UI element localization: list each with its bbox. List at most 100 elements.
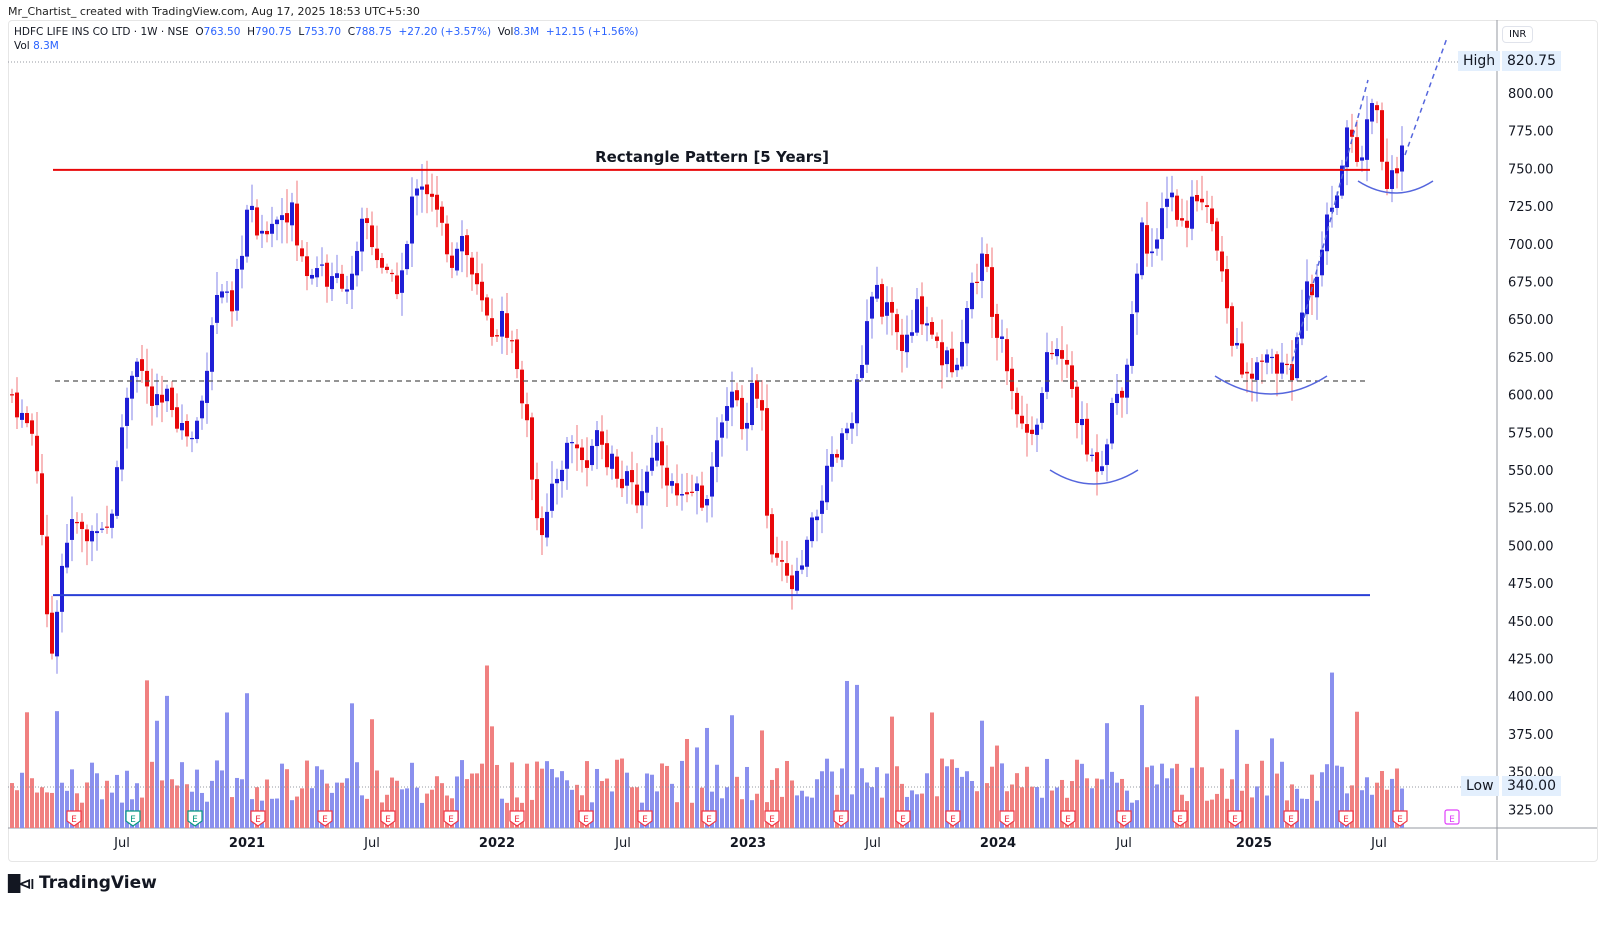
svg-text:E: E <box>1177 815 1183 825</box>
price-tick: 725.00 <box>1508 200 1554 215</box>
price-tick: 525.00 <box>1508 502 1554 517</box>
earnings-e-icon[interactable]: E <box>443 810 459 827</box>
earnings-e-icon[interactable]: E <box>999 810 1015 827</box>
svg-text:E: E <box>1343 815 1349 825</box>
time-tick: Jul <box>864 836 881 851</box>
low-value: 753.70 <box>304 26 342 38</box>
svg-text:E: E <box>642 815 648 825</box>
svg-text:E: E <box>255 815 261 825</box>
earnings-e-icon[interactable]: E <box>66 810 82 827</box>
svg-text:E: E <box>514 815 520 825</box>
time-tick: Jul <box>363 836 380 851</box>
svg-text:E: E <box>448 815 454 825</box>
ohlc-legend: HDFC LIFE INS CO LTD · 1W · NSE O763.50 … <box>14 26 639 38</box>
earnings-e-icon[interactable]: E <box>637 810 653 827</box>
price-tick: 400.00 <box>1508 690 1554 705</box>
svg-text:E: E <box>583 815 589 825</box>
svg-text:E: E <box>1004 815 1010 825</box>
earnings-e-icon[interactable]: E <box>764 810 780 827</box>
svg-text:E: E <box>706 815 712 825</box>
earnings-e-icon[interactable]: E <box>1338 810 1354 827</box>
low-label-tag: Low <box>1461 776 1499 796</box>
earnings-e-icon[interactable]: E <box>945 810 961 827</box>
svg-text:E: E <box>385 815 391 825</box>
svg-text:E: E <box>71 815 77 825</box>
price-tick: 575.00 <box>1508 426 1554 441</box>
time-tick: Jul <box>1370 836 1387 851</box>
low-price-tag: 340.00 <box>1502 776 1561 796</box>
tradingview-logo-icon: █⧏ <box>8 873 35 893</box>
price-tick: 325.00 <box>1508 803 1554 818</box>
price-tick: 675.00 <box>1508 276 1554 291</box>
price-tick: 500.00 <box>1508 539 1554 554</box>
price-tick: 600.00 <box>1508 389 1554 404</box>
earnings-e-icon[interactable]: E <box>833 810 849 827</box>
earnings-e-icon[interactable]: E <box>380 810 396 827</box>
earnings-e-icon[interactable]: E <box>509 810 525 827</box>
svg-text:E: E <box>900 815 906 825</box>
svg-text:E: E <box>1065 815 1071 825</box>
price-axis[interactable]: 325.00350.00375.00400.00425.00450.00475.… <box>1508 87 1554 818</box>
price-tick: 700.00 <box>1508 238 1554 253</box>
time-tick: 2025 <box>1236 836 1272 851</box>
high-value: 790.75 <box>254 26 292 38</box>
volume-change: +12.15 (+1.56%) <box>545 26 639 38</box>
time-tick: 2021 <box>229 836 265 851</box>
earnings-e-icon[interactable]: E <box>125 810 141 827</box>
tradingview-logo[interactable]: █⧏ TradingView <box>8 873 157 893</box>
earnings-e-icon[interactable]: E <box>250 810 266 827</box>
change-value: +27.20 (+3.57%) <box>398 26 492 38</box>
price-tick: 650.00 <box>1508 313 1554 328</box>
volume-value: 8.3M <box>513 26 540 38</box>
price-tick: 750.00 <box>1508 162 1554 177</box>
time-tick: Jul <box>113 836 130 851</box>
svg-text:E: E <box>950 815 956 825</box>
svg-text:E: E <box>838 815 844 825</box>
time-axis[interactable]: Jul 2021 Jul 2022 Jul 2023 Jul 2024 Jul 2025 Jul <box>113 836 1387 851</box>
earnings-e-icon[interactable]: E <box>895 810 911 827</box>
svg-text:E: E <box>1121 815 1127 825</box>
earnings-e-icon[interactable]: E <box>1227 810 1243 827</box>
rectangle-pattern-label: Rectangle Pattern [5 Years] <box>595 148 829 166</box>
svg-text:E: E <box>322 815 328 825</box>
close-value: 788.75 <box>355 26 392 38</box>
volume-bars <box>10 665 1404 828</box>
high-label-tag: High <box>1458 51 1501 71</box>
earnings-e-icon[interactable]: E <box>187 810 203 827</box>
svg-text:E: E <box>1232 815 1238 825</box>
time-tick: 2023 <box>730 836 766 851</box>
volume-legend: Vol 8.3M <box>14 40 59 52</box>
symbol-title[interactable]: HDFC LIFE INS CO LTD · 1W · NSE <box>14 26 189 38</box>
earnings-e-icon[interactable]: E <box>1060 810 1076 827</box>
svg-text:E: E <box>130 815 136 825</box>
open-value: 763.50 <box>203 26 241 38</box>
earnings-e-icon[interactable]: E <box>1392 810 1408 827</box>
earnings-e-icon[interactable]: E <box>578 810 594 827</box>
candlesticks <box>10 95 1404 674</box>
earnings-e-icon[interactable]: E <box>317 810 333 827</box>
time-tick: Jul <box>614 836 631 851</box>
svg-text:E: E <box>192 815 198 825</box>
svg-text:E: E <box>1449 815 1455 825</box>
price-tick: 475.00 <box>1508 577 1554 592</box>
svg-text:E: E <box>769 815 775 825</box>
svg-text:E: E <box>1397 815 1403 825</box>
price-tick: 775.00 <box>1508 125 1554 140</box>
currency-button[interactable]: INR <box>1502 26 1534 43</box>
price-tick: 450.00 <box>1508 615 1554 630</box>
earnings-e-icon[interactable]: E <box>1116 810 1132 827</box>
price-tick: 375.00 <box>1508 728 1554 743</box>
time-tick: Jul <box>1115 836 1132 851</box>
time-tick: 2024 <box>980 836 1016 851</box>
time-tick: 2022 <box>479 836 515 851</box>
earnings-e-icon[interactable]: E <box>701 810 717 827</box>
earnings-e-icon[interactable]: E <box>1283 810 1299 827</box>
drawings <box>8 37 1497 788</box>
earnings-e-icon[interactable]: E <box>1172 810 1188 827</box>
chart-credit: Mr_Chartist_ created with TradingView.co… <box>8 5 420 18</box>
price-tick: 800.00 <box>1508 87 1554 102</box>
price-tick: 550.00 <box>1508 464 1554 479</box>
earnings-e-icon[interactable]: E <box>1444 809 1460 825</box>
